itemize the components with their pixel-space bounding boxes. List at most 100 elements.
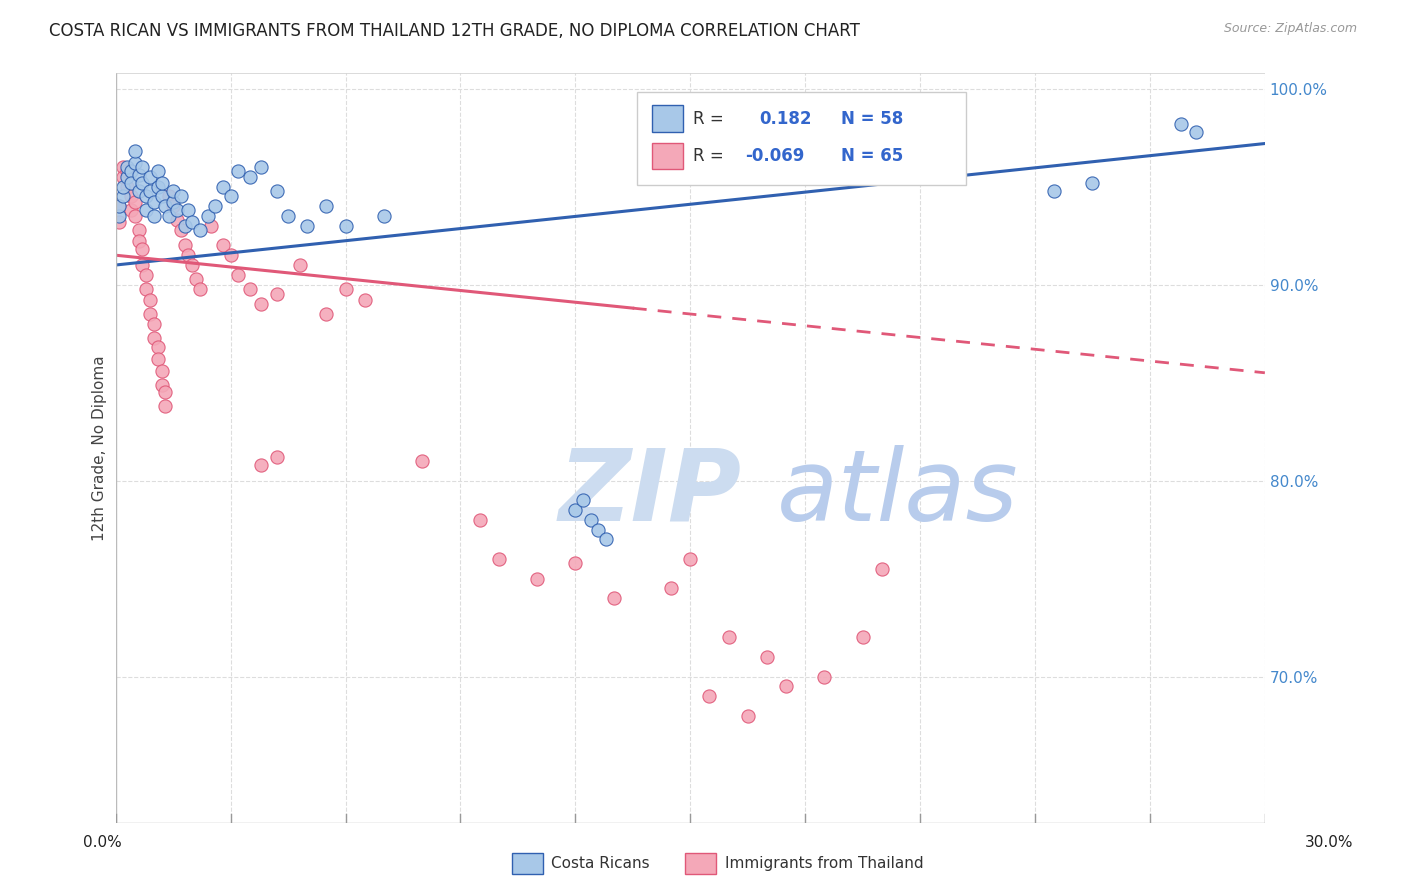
Point	[870, 562, 893, 576]
Text: atlas: atlas	[776, 445, 1018, 541]
Point	[150, 189, 173, 203]
Point	[162, 184, 184, 198]
Point	[737, 708, 759, 723]
Point	[188, 223, 211, 237]
Point	[143, 209, 166, 223]
Point	[1081, 176, 1104, 190]
Point	[659, 582, 682, 596]
Text: N = 65: N = 65	[841, 147, 903, 165]
Point	[755, 649, 778, 664]
Point	[139, 293, 162, 308]
Point	[579, 513, 602, 527]
Text: R =: R =	[693, 110, 724, 128]
Point	[595, 533, 617, 547]
Point	[146, 340, 169, 354]
Text: ZIP: ZIP	[558, 445, 741, 541]
Point	[908, 145, 931, 159]
Text: Costa Ricans: Costa Ricans	[551, 856, 650, 871]
Point	[146, 352, 169, 367]
Point	[488, 552, 510, 566]
Point	[157, 189, 180, 203]
Point	[139, 169, 162, 184]
Point	[108, 199, 131, 213]
Point	[115, 169, 138, 184]
Point	[572, 493, 595, 508]
Point	[108, 215, 131, 229]
Point	[112, 169, 135, 184]
Text: 0.182: 0.182	[759, 110, 811, 128]
Point	[411, 454, 433, 468]
Point	[143, 195, 166, 210]
Point	[468, 513, 491, 527]
Point	[335, 281, 357, 295]
Point	[146, 164, 169, 178]
Point	[139, 307, 162, 321]
Point	[155, 385, 177, 400]
Point	[353, 293, 375, 308]
Point	[315, 307, 337, 321]
Point	[266, 184, 288, 198]
Point	[131, 176, 153, 190]
Point	[699, 689, 721, 703]
Point	[239, 281, 262, 295]
Point	[131, 160, 153, 174]
Point	[170, 223, 193, 237]
Point	[1043, 184, 1066, 198]
Point	[219, 189, 242, 203]
Point	[526, 572, 548, 586]
Point	[128, 235, 150, 249]
Point	[128, 168, 150, 182]
Point	[373, 209, 395, 223]
Point	[155, 399, 177, 413]
Point	[204, 199, 226, 213]
Point	[162, 199, 184, 213]
Point	[564, 556, 586, 570]
Point	[128, 223, 150, 237]
Point	[124, 209, 146, 223]
Text: N = 58: N = 58	[841, 110, 903, 128]
Point	[250, 297, 273, 311]
Point	[115, 179, 138, 194]
Point	[128, 184, 150, 198]
Text: Immigrants from Thailand: Immigrants from Thailand	[725, 856, 924, 871]
Point	[226, 268, 249, 282]
Point	[335, 219, 357, 233]
Point	[108, 209, 131, 223]
Point	[184, 271, 207, 285]
Point	[157, 209, 180, 223]
Point	[150, 364, 173, 378]
Point	[162, 195, 184, 210]
Point	[166, 213, 188, 227]
Point	[266, 287, 288, 301]
Point	[173, 219, 195, 233]
Point	[295, 219, 318, 233]
Point	[588, 523, 610, 537]
Point	[124, 195, 146, 210]
Point	[813, 669, 835, 683]
Point	[150, 176, 173, 190]
Point	[112, 189, 135, 203]
Point	[139, 184, 162, 198]
Point	[143, 317, 166, 331]
Point	[602, 591, 624, 606]
Point	[870, 130, 893, 145]
Point	[131, 243, 153, 257]
Point	[852, 630, 875, 644]
Point	[120, 164, 142, 178]
Point	[188, 281, 211, 295]
Point	[170, 189, 193, 203]
Text: COSTA RICAN VS IMMIGRANTS FROM THAILAND 12TH GRADE, NO DIPLOMA CORRELATION CHART: COSTA RICAN VS IMMIGRANTS FROM THAILAND …	[49, 22, 860, 40]
Point	[315, 199, 337, 213]
Point	[250, 458, 273, 472]
Point	[120, 203, 142, 218]
Text: -0.069: -0.069	[745, 147, 804, 165]
Point	[226, 164, 249, 178]
Point	[112, 160, 135, 174]
Point	[112, 179, 135, 194]
Point	[1185, 125, 1208, 139]
Point	[120, 176, 142, 190]
Point	[143, 330, 166, 344]
Point	[717, 630, 740, 644]
Text: 0.0%: 0.0%	[83, 836, 122, 850]
Point	[124, 156, 146, 170]
